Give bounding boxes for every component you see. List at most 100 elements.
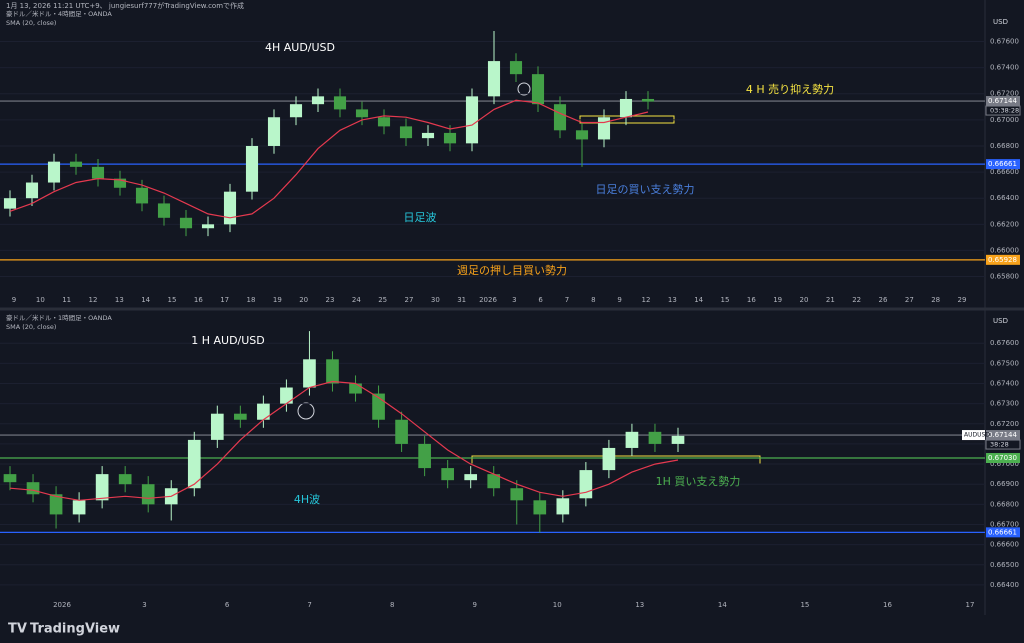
x-tick-label: 19	[773, 296, 782, 304]
x-tick-label: 13	[115, 296, 124, 304]
x-tick-label: 19	[273, 296, 282, 304]
x-tick-label: 27	[405, 296, 414, 304]
y-tick-label: 0.66600	[990, 541, 1019, 549]
candle-body	[464, 474, 478, 481]
x-tick-label: 9	[12, 296, 16, 304]
candle-body	[257, 403, 270, 420]
x-tick-label: 11	[62, 296, 71, 304]
attribution: 1月 13, 2026 11:21 UTC+9、 jungiesurf777がT…	[6, 1, 244, 10]
candle-body	[575, 130, 589, 140]
annotation: 日足の買い支え勢力	[596, 182, 695, 196]
x-tick-label: 2026	[53, 601, 71, 609]
x-tick-label: 26	[879, 296, 888, 304]
price-tag	[986, 527, 1020, 538]
x-tick-label: 10	[36, 296, 45, 304]
y-tick-label: 0.66000	[990, 246, 1019, 254]
x-tick-label: 17	[220, 296, 229, 304]
candle-body	[648, 431, 662, 444]
candle-body	[355, 109, 369, 118]
x-tick-label: 16	[883, 601, 892, 609]
candle-body	[95, 474, 109, 501]
x-tick-label: 3	[142, 601, 146, 609]
y-tick-label: 0.66800	[990, 142, 1019, 150]
candle-body	[671, 435, 685, 444]
candle-body	[556, 498, 570, 515]
ticker-box	[962, 430, 985, 441]
x-tick-label: 20	[800, 296, 809, 304]
candle-body	[72, 500, 86, 515]
annotation: 4 H 売り抑え勢力	[746, 82, 834, 96]
price-tag	[986, 159, 1020, 170]
x-tick-label: 25	[378, 296, 387, 304]
x-tick-label: 24	[352, 296, 361, 304]
x-tick-label: 22	[852, 296, 861, 304]
candle-body	[3, 474, 17, 483]
x-tick-label: 9	[472, 601, 476, 609]
x-tick-label: 15	[800, 601, 809, 609]
countdown-box	[985, 439, 1021, 450]
candle-body	[510, 488, 524, 501]
price-tag-label: 0.66661	[988, 160, 1017, 168]
x-tick-label: 21	[826, 296, 835, 304]
chart-title: 4H AUD/USD	[265, 41, 335, 54]
candle-body	[553, 104, 567, 131]
candle-body	[118, 474, 132, 485]
y-tick-label: 0.66600	[990, 168, 1019, 176]
candle-body	[157, 203, 171, 218]
x-tick-label: 2026	[479, 296, 497, 304]
candle-body	[91, 166, 105, 179]
candle-body	[303, 359, 316, 388]
y-tick-label: 0.65800	[990, 273, 1019, 281]
candle-body	[579, 470, 593, 499]
candle-body	[602, 447, 616, 471]
candle-body	[597, 117, 611, 140]
price-tag-label: 0.65928	[988, 256, 1017, 264]
x-tick-label: 10	[553, 601, 562, 609]
x-tick-label: 29	[958, 296, 967, 304]
y-tick-label: 0.67000	[990, 460, 1019, 468]
candle-body	[395, 419, 408, 444]
candle-body	[3, 198, 17, 209]
candle-body	[223, 191, 237, 225]
price-tag-label: 0.67144	[988, 431, 1017, 439]
x-tick-label: 6	[538, 296, 543, 304]
y-tick-label: 0.67200	[990, 90, 1019, 98]
y-tick-label: 0.66400	[990, 194, 1019, 202]
candle-body	[443, 132, 457, 144]
candle-body	[69, 161, 83, 167]
candle-body	[47, 161, 61, 183]
countdown-box	[985, 105, 1021, 116]
candle-body	[267, 117, 281, 146]
x-tick-label: 8	[390, 601, 394, 609]
candle-body	[179, 217, 193, 229]
y-tick-label: 0.67400	[990, 64, 1019, 72]
chart-title: 1 H AUD/USD	[191, 334, 265, 347]
x-tick-label: 14	[718, 601, 727, 609]
x-tick-label: 16	[747, 296, 756, 304]
indicator: SMA (20, close)	[6, 323, 56, 331]
sma-line	[9, 99, 649, 219]
candle-body	[289, 104, 303, 118]
y-tick-label: 0.66900	[990, 480, 1019, 488]
price-tag-label: 0.66661	[988, 528, 1017, 536]
plot	[0, 31, 985, 278]
candle-body	[487, 61, 501, 97]
x-tick-label: 14	[694, 296, 703, 304]
price-tag	[986, 254, 1020, 265]
marker-circle	[297, 402, 315, 420]
currency: USD	[993, 317, 1008, 325]
x-tick-label: 12	[89, 296, 98, 304]
y-tick-label: 0.67400	[990, 379, 1019, 387]
candle-body	[421, 132, 435, 139]
price-tag	[986, 96, 1020, 107]
y-tick-label: 0.66700	[990, 520, 1019, 528]
candle-body	[399, 126, 413, 139]
y-tick-label: 0.67600	[990, 38, 1019, 46]
candle-body	[326, 359, 339, 384]
x-tick-label: 7	[565, 296, 569, 304]
symbol: 豪ドル／米ドル・4時間足・OANDA	[6, 9, 112, 18]
x-tick-label: 17	[966, 601, 975, 609]
price-tag-label: 0.67144	[988, 97, 1017, 105]
y-tick-label: 0.67300	[990, 400, 1019, 408]
